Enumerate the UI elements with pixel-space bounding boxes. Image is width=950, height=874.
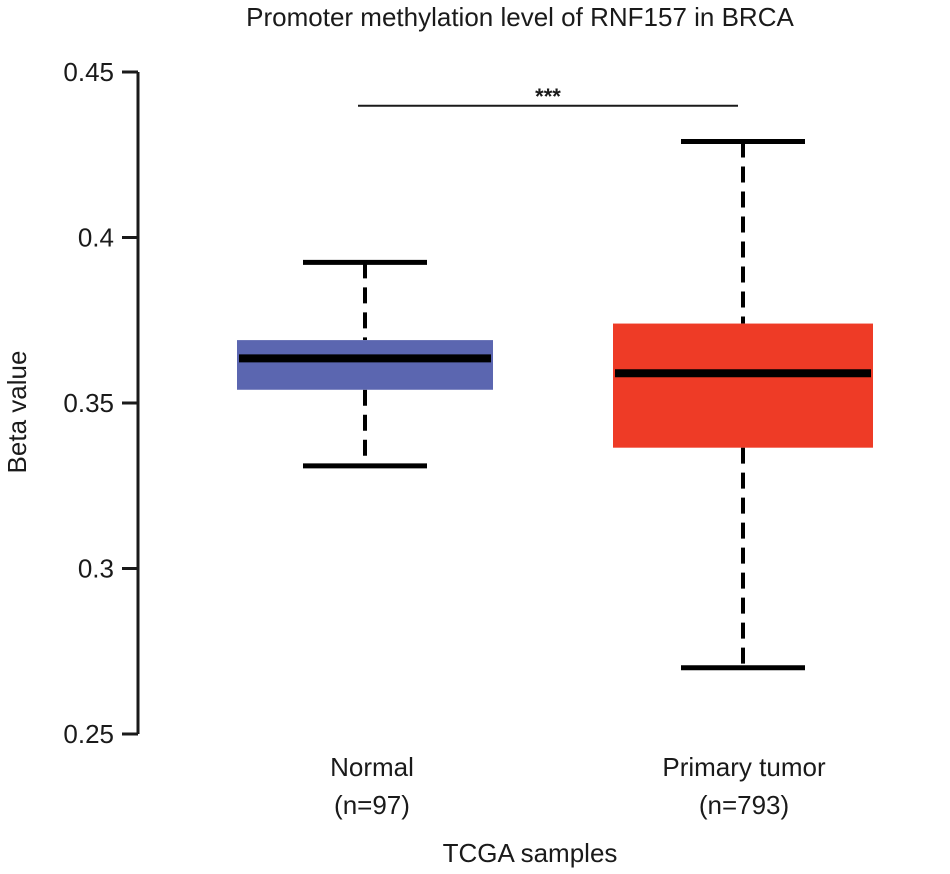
category-count-label: (n=97) <box>334 790 410 820</box>
significance-label: *** <box>535 84 561 109</box>
box-group <box>613 139 873 671</box>
significance-layer: *** <box>358 84 738 109</box>
y-axis-title: Beta value <box>2 351 32 474</box>
x-axis-title: TCGA samples <box>443 838 618 868</box>
category-label: Normal <box>330 752 414 782</box>
y-tick-label: 0.35 <box>63 388 114 418</box>
y-tick-label: 0.3 <box>78 554 114 584</box>
category-count-label: (n=793) <box>699 790 789 820</box>
chart-title: Promoter methylation level of RNF157 in … <box>246 2 794 32</box>
box-group <box>237 259 493 469</box>
y-tick-label: 0.25 <box>63 719 114 749</box>
iqr-box <box>237 340 493 390</box>
category-labels: Normal (n=97) Primary tumor (n=793) <box>330 752 826 820</box>
y-tick-label: 0.45 <box>63 57 114 87</box>
y-axis: 0.25 0.3 0.35 0.4 0.45 <box>63 57 140 749</box>
boxes-layer <box>237 139 873 671</box>
category-label: Primary tumor <box>662 752 826 782</box>
iqr-box <box>613 323 873 448</box>
y-tick-label: 0.4 <box>78 223 114 253</box>
